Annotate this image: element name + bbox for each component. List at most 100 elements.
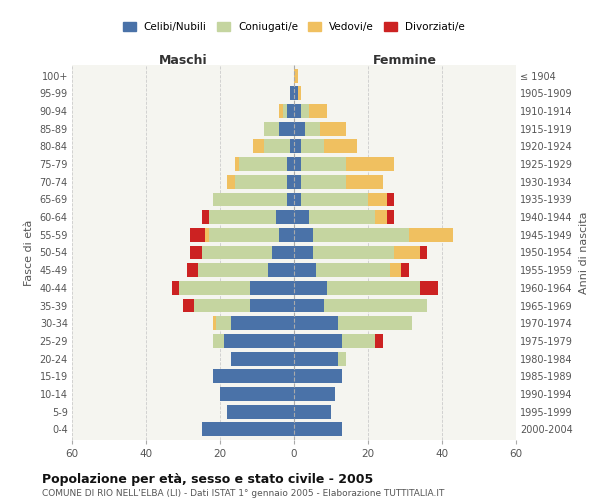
Bar xyxy=(287,104,294,118)
Bar xyxy=(265,122,279,136)
Bar xyxy=(216,316,231,330)
Bar xyxy=(231,316,294,330)
Bar xyxy=(390,264,401,277)
Bar xyxy=(227,405,294,418)
Bar xyxy=(209,210,275,224)
Bar xyxy=(202,210,209,224)
Bar xyxy=(301,175,346,188)
Bar xyxy=(294,422,342,436)
Bar xyxy=(294,122,305,136)
Bar xyxy=(183,298,194,312)
Bar xyxy=(309,104,328,118)
Bar xyxy=(294,264,316,277)
Bar xyxy=(294,316,338,330)
Bar xyxy=(301,192,368,206)
Bar xyxy=(235,175,287,188)
Bar xyxy=(294,68,298,82)
Bar xyxy=(420,281,438,295)
Bar xyxy=(342,334,376,348)
Bar xyxy=(250,281,294,295)
Bar xyxy=(202,422,294,436)
Bar xyxy=(212,316,217,330)
Bar xyxy=(227,175,235,188)
Bar xyxy=(320,122,346,136)
Bar xyxy=(290,86,294,100)
Bar xyxy=(275,210,294,224)
Bar xyxy=(294,86,298,100)
Bar xyxy=(190,246,202,260)
Bar xyxy=(224,334,294,348)
Bar xyxy=(253,140,265,153)
Bar xyxy=(301,157,346,171)
Bar xyxy=(294,387,335,401)
Bar xyxy=(287,192,294,206)
Bar xyxy=(294,157,301,171)
Bar xyxy=(272,246,294,260)
Bar xyxy=(205,228,209,241)
Bar xyxy=(309,210,376,224)
Bar xyxy=(294,370,342,383)
Bar xyxy=(209,228,279,241)
Y-axis label: Anni di nascita: Anni di nascita xyxy=(578,211,589,294)
Bar xyxy=(172,281,179,295)
Bar xyxy=(212,334,224,348)
Y-axis label: Fasce di età: Fasce di età xyxy=(24,220,34,286)
Bar xyxy=(187,264,198,277)
Bar xyxy=(368,192,386,206)
Bar xyxy=(279,104,283,118)
Bar xyxy=(294,298,323,312)
Bar xyxy=(287,157,294,171)
Bar xyxy=(386,192,394,206)
Bar xyxy=(294,405,331,418)
Legend: Celibi/Nubili, Coniugati/e, Vedovi/e, Divorziati/e: Celibi/Nubili, Coniugati/e, Vedovi/e, Di… xyxy=(119,18,469,36)
Bar xyxy=(316,264,390,277)
Bar xyxy=(346,157,394,171)
Bar xyxy=(179,281,250,295)
Bar xyxy=(294,140,301,153)
Bar xyxy=(294,246,313,260)
Bar xyxy=(313,246,394,260)
Bar xyxy=(323,140,357,153)
Bar xyxy=(212,370,294,383)
Bar xyxy=(194,298,250,312)
Bar xyxy=(301,140,323,153)
Bar xyxy=(323,298,427,312)
Bar xyxy=(294,352,338,366)
Bar xyxy=(338,316,412,330)
Bar xyxy=(301,104,309,118)
Bar xyxy=(265,140,290,153)
Text: Maschi: Maschi xyxy=(158,54,208,67)
Bar xyxy=(338,352,346,366)
Bar xyxy=(287,175,294,188)
Bar xyxy=(231,352,294,366)
Bar xyxy=(268,264,294,277)
Bar xyxy=(346,175,383,188)
Bar xyxy=(190,228,205,241)
Bar xyxy=(376,210,386,224)
Bar xyxy=(401,264,409,277)
Bar xyxy=(294,334,342,348)
Bar xyxy=(202,246,272,260)
Bar xyxy=(298,86,301,100)
Bar xyxy=(294,210,309,224)
Bar xyxy=(386,210,394,224)
Bar xyxy=(279,122,294,136)
Text: Femmine: Femmine xyxy=(373,54,437,67)
Text: COMUNE DI RIO NELL'ELBA (LI) - Dati ISTAT 1° gennaio 2005 - Elaborazione TUTTITA: COMUNE DI RIO NELL'ELBA (LI) - Dati ISTA… xyxy=(42,489,445,498)
Bar xyxy=(220,387,294,401)
Bar xyxy=(212,192,287,206)
Bar xyxy=(283,104,287,118)
Bar xyxy=(294,104,301,118)
Bar xyxy=(394,246,420,260)
Bar xyxy=(235,157,239,171)
Bar xyxy=(198,264,268,277)
Bar xyxy=(328,281,420,295)
Bar xyxy=(279,228,294,241)
Bar xyxy=(294,228,313,241)
Bar xyxy=(290,140,294,153)
Bar xyxy=(313,228,409,241)
Bar xyxy=(250,298,294,312)
Bar xyxy=(376,334,383,348)
Bar xyxy=(294,281,328,295)
Bar xyxy=(420,246,427,260)
